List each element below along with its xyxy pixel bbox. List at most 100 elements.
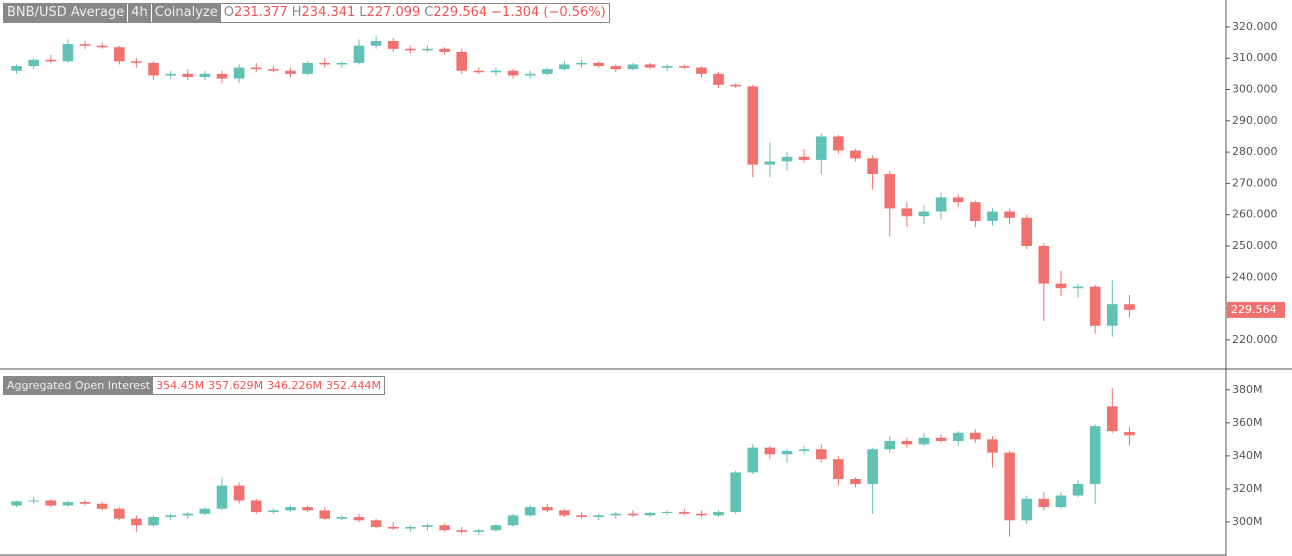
candle-body — [901, 208, 913, 217]
readout-item: L227.099 — [359, 4, 420, 22]
candle-body — [593, 515, 604, 518]
candle-body — [11, 66, 22, 71]
candle-body — [165, 515, 176, 518]
candle-body — [815, 449, 827, 460]
readout-value: 234.341 — [301, 5, 356, 20]
candle-body — [216, 485, 228, 509]
candle-body — [507, 515, 519, 526]
candle-body — [661, 512, 673, 514]
readout-value: 354.45M — [156, 379, 205, 392]
candle-body — [216, 73, 228, 79]
candle-body — [233, 485, 245, 501]
readout-value: 231.377 — [233, 5, 288, 20]
candle-body — [113, 47, 125, 62]
candle-body — [113, 508, 125, 519]
candle-body — [199, 73, 211, 77]
candle-body — [1089, 426, 1101, 484]
candle-body — [1124, 432, 1135, 436]
candle-body — [62, 44, 74, 62]
candle-body — [644, 64, 656, 68]
candle-body — [422, 525, 433, 527]
candle-body — [593, 62, 604, 67]
pane: 300M 320M 340M 360M 380M — [11, 383, 1263, 537]
y-tick-label: 360M — [1232, 416, 1263, 429]
candle-body — [199, 508, 211, 514]
candle-body — [490, 525, 502, 531]
candle-body — [884, 173, 896, 209]
candle-body — [268, 510, 279, 513]
candle-body — [524, 507, 536, 516]
candle-body — [524, 73, 536, 76]
readout-item: C229.564 — [424, 4, 487, 22]
y-tick-label: 220.000 — [1232, 333, 1278, 346]
y-tick-label: 270.000 — [1232, 176, 1278, 189]
candle-body — [987, 439, 998, 453]
candle-body — [439, 525, 450, 531]
candle-body — [353, 45, 365, 63]
candle-body — [165, 73, 176, 76]
candle-body — [268, 69, 279, 71]
candle-body — [918, 437, 930, 445]
candle-body — [28, 500, 39, 502]
candle-body — [1055, 283, 1067, 289]
candle-body — [405, 526, 416, 529]
candle-body — [952, 432, 964, 442]
candle-body — [781, 450, 793, 455]
candle-body — [1072, 286, 1084, 289]
candle-body — [730, 472, 741, 513]
candle-body — [833, 459, 844, 480]
oi-readout: 354.45M 357.629M 346.226M 352.444M — [153, 377, 385, 394]
candle-body — [781, 156, 793, 162]
candle-body — [45, 500, 57, 506]
candle-body — [79, 502, 91, 504]
source: Coinalyze — [150, 4, 221, 22]
candle-body — [302, 507, 313, 511]
pane: 220.000230.000240.000250.000260.000270.0… — [11, 20, 1285, 346]
candle-body — [713, 73, 724, 85]
candle-body — [1124, 304, 1135, 310]
candle-body — [833, 136, 844, 151]
readout-key: H — [291, 5, 302, 20]
candle-body — [387, 40, 399, 49]
candle-body — [302, 62, 313, 74]
candle-body — [576, 515, 587, 518]
y-tick-label: 320.000 — [1232, 20, 1278, 33]
y-tick-label: 300.000 — [1232, 82, 1278, 95]
candle-body — [1107, 406, 1118, 432]
candle-body — [764, 447, 776, 455]
candle-body — [559, 510, 570, 516]
candle-body — [764, 161, 776, 165]
candle-body — [1055, 495, 1067, 508]
candle-body — [422, 48, 433, 51]
candle-body — [11, 501, 22, 506]
candle-body — [353, 517, 365, 521]
candle-body — [336, 62, 348, 65]
candle-body — [559, 64, 570, 70]
symbol: BNB/USD Average — [4, 4, 128, 22]
candle-body — [798, 156, 810, 160]
candle-body — [370, 40, 382, 46]
y-tick-label: 260.000 — [1232, 208, 1278, 221]
candle-body — [850, 479, 861, 484]
candle-body — [970, 202, 981, 221]
candle-body — [1089, 286, 1101, 326]
candle-body — [610, 66, 622, 70]
candle-body — [370, 520, 382, 527]
interval: 4h — [127, 4, 151, 22]
candle-body — [250, 500, 262, 513]
candle-body — [1038, 498, 1050, 508]
candle-body — [884, 441, 896, 450]
candle-body — [1038, 245, 1050, 284]
candle-body — [1072, 483, 1084, 496]
last-price-label: 229.564 — [1231, 303, 1277, 316]
candle-body — [987, 211, 998, 221]
y-tick-label: 300M — [1232, 515, 1263, 528]
candle-body — [627, 64, 639, 70]
candle-body — [1107, 304, 1118, 326]
oi-legend: Aggregated Open Interest 354.45M 357.629M… — [3, 376, 386, 395]
candle-body — [285, 507, 296, 511]
readout-value: 227.099 — [366, 5, 421, 20]
candle-body — [952, 197, 964, 203]
last-price-tag — [1227, 301, 1285, 318]
